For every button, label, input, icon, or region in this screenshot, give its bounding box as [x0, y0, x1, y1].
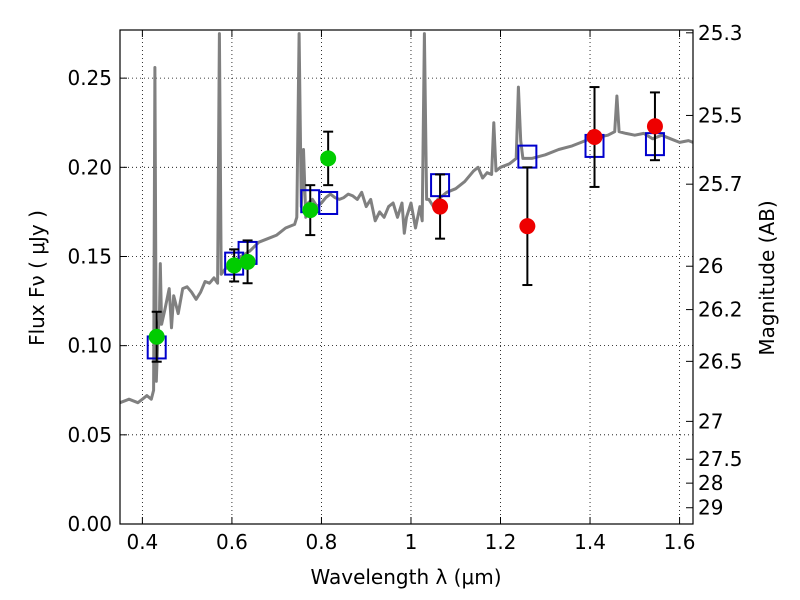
y-tick-label: 0.05 — [67, 423, 112, 447]
grid-layer — [120, 30, 693, 525]
y-tick-label: 0.20 — [67, 155, 112, 179]
x-axis-title: Wavelength λ (μm) — [310, 565, 501, 589]
y2-axis-title: Magnitude (AB) — [755, 200, 779, 355]
plot-frame — [119, 29, 694, 525]
x-tick-label: 0.6 — [216, 530, 248, 554]
observed-data-point — [302, 202, 319, 219]
y2-tick-label: 26.2 — [698, 298, 743, 322]
marker-layer — [146, 86, 665, 363]
y2-tick-label: 27.5 — [698, 447, 743, 471]
observed-data-point — [519, 218, 536, 235]
y2-tick-label: 29 — [698, 496, 723, 520]
observed-data-point — [148, 328, 165, 345]
y-tick-label: 0.15 — [67, 244, 112, 268]
observed-data-point — [586, 129, 603, 146]
x-tick-label: 1.2 — [485, 530, 517, 554]
x-tick-label: 1.4 — [574, 530, 606, 554]
y2-tick-label: 26.5 — [698, 349, 743, 373]
y2-tick-label: 26 — [698, 254, 723, 278]
spectrum-layer — [119, 32, 694, 405]
y2-tick-label: 25.5 — [698, 103, 743, 127]
y2-tick-label: 28 — [698, 471, 723, 495]
observed-data-point — [432, 198, 449, 215]
y2-tick-label: 25.3 — [698, 21, 743, 45]
y-tick-label: 0.25 — [67, 66, 112, 90]
y-tick-label: 0.00 — [67, 512, 112, 536]
x-tick-label: 1.6 — [664, 530, 696, 554]
observed-data-point — [320, 150, 337, 167]
y-tick-label: 0.10 — [67, 334, 112, 358]
y2-tick-label: 27 — [698, 409, 723, 433]
observed-data-point — [239, 253, 256, 270]
tick-layer: 0.4 0.6 0.8 1 1.2 1.4 1.6 0.00 0.05 0.10 0.15 0.20 0… — [67, 21, 742, 554]
x-tick-label: 0.8 — [306, 530, 338, 554]
model-photometry-square — [318, 190, 339, 215]
y2-tick-label: 25.7 — [698, 172, 743, 196]
y-axis-title: Flux Fν ( μJy ) — [25, 210, 49, 346]
observed-data-point — [646, 118, 663, 135]
observed-data-point — [226, 257, 243, 274]
x-tick-label: 1 — [405, 530, 418, 554]
spectrum-line — [119, 32, 694, 405]
x-tick-label: 0.4 — [126, 530, 158, 554]
